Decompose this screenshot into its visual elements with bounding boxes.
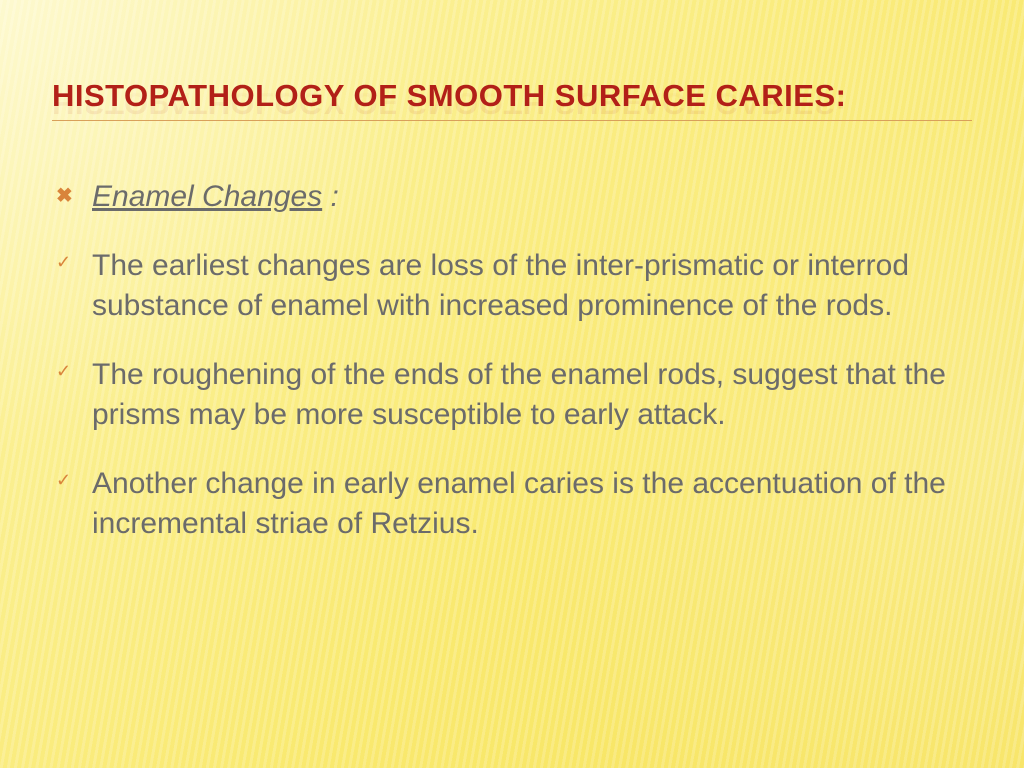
check-icon: ✓ — [52, 355, 92, 382]
bullet-text: Another change in early enamel caries is… — [92, 464, 972, 545]
check-icon: ✓ — [52, 464, 92, 491]
slide: HISTOPATHOLOGY OF SMOOTH SURFACE CARIES:… — [0, 0, 1024, 768]
bullet-row: ✓ Another change in early enamel caries … — [52, 464, 972, 545]
content-area: ✖ Enamel Changes : ✓ The earliest change… — [52, 177, 972, 545]
heading-underlined: Enamel Changes — [92, 180, 322, 213]
title-rule — [52, 120, 972, 121]
heading-row: ✖ Enamel Changes : — [52, 177, 972, 218]
cross-icon: ✖ — [52, 177, 92, 208]
title-block: HISTOPATHOLOGY OF SMOOTH SURFACE CARIES:… — [52, 78, 972, 121]
bullet-text: The roughening of the ends of the enamel… — [92, 355, 972, 436]
bullet-row: ✓ The roughening of the ends of the enam… — [52, 355, 972, 436]
check-icon: ✓ — [52, 246, 92, 273]
bullet-row: ✓ The earliest changes are loss of the i… — [52, 246, 972, 327]
heading-rest: : — [322, 180, 339, 213]
bullet-text: The earliest changes are loss of the int… — [92, 246, 972, 327]
slide-title: HISTOPATHOLOGY OF SMOOTH SURFACE CARIES: — [52, 78, 972, 114]
section-heading: Enamel Changes : — [92, 177, 339, 218]
